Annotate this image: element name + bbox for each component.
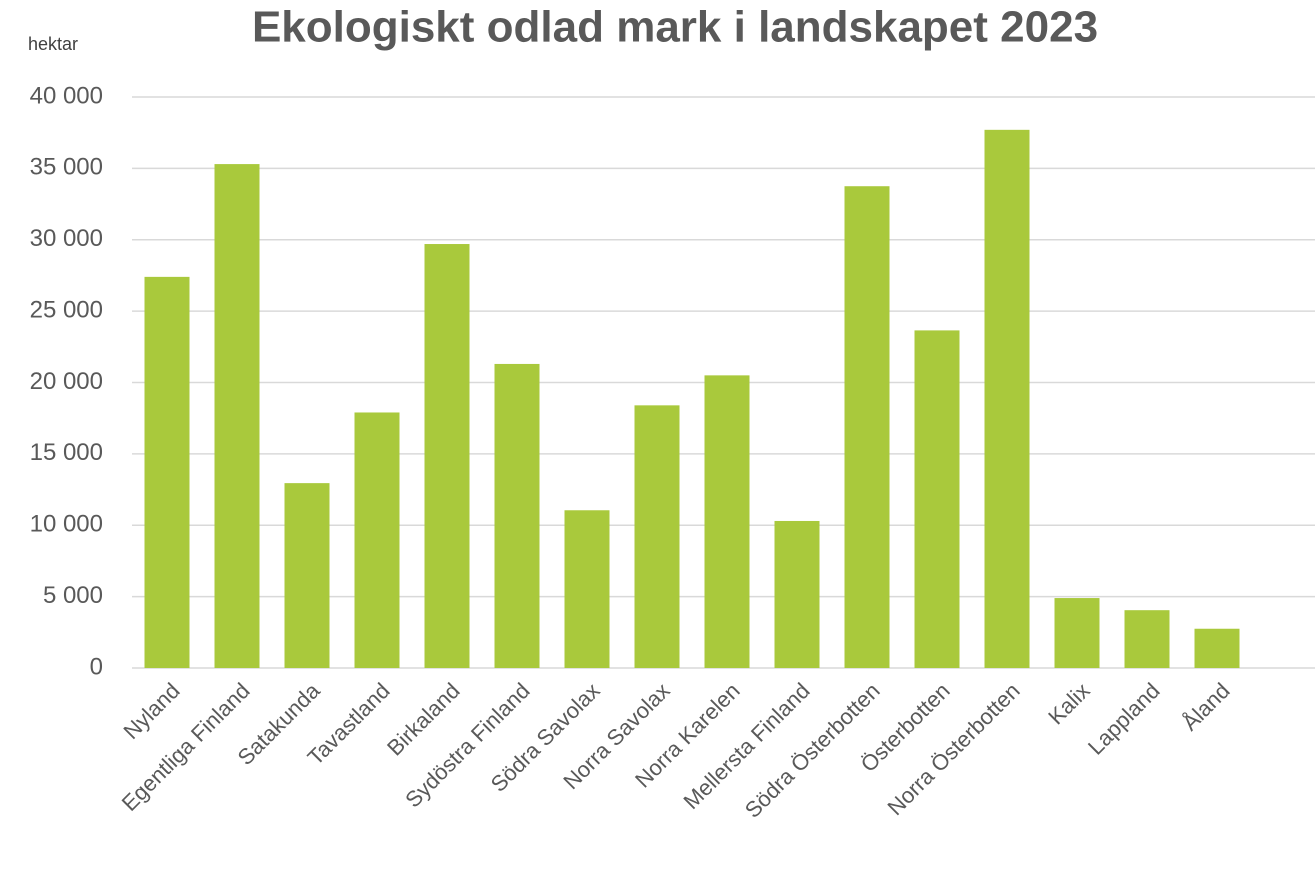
y-tick-label: 0	[90, 653, 103, 680]
y-tick-label: 40 000	[30, 82, 103, 109]
y-tick-label: 5 000	[43, 582, 103, 609]
bar	[144, 276, 190, 668]
y-tick-label: 25 000	[30, 296, 103, 323]
y-tick-label: 15 000	[30, 439, 103, 466]
x-tick-label: Åland	[1177, 678, 1234, 735]
bar	[354, 412, 400, 668]
bar	[214, 164, 260, 668]
y-tick-label: 10 000	[30, 511, 103, 538]
chart-title: Ekologiskt odlad mark i landskapet 2023	[252, 3, 1098, 52]
bar	[424, 244, 470, 668]
bar	[634, 405, 680, 668]
bar	[284, 483, 330, 668]
x-tick-label: Egentliga Finland	[117, 678, 255, 816]
x-tick-label: Sydöstra Finland	[400, 678, 534, 812]
y-tick-label: 30 000	[30, 225, 103, 252]
x-tick-label: Mellersta Finland	[679, 678, 815, 814]
bar	[564, 510, 610, 668]
y-tick-label: 20 000	[30, 368, 103, 395]
x-tick-label: Lappland	[1083, 678, 1165, 760]
bar	[914, 330, 960, 668]
bar	[1054, 598, 1100, 668]
bar	[984, 129, 1030, 668]
bar	[704, 375, 750, 668]
y-axis-label: hektar	[28, 34, 78, 54]
bar	[1194, 628, 1240, 668]
bar	[494, 363, 540, 668]
bar	[844, 186, 890, 668]
x-tick-label: Norra Österbotten	[882, 678, 1024, 820]
x-tick-label: Kalix	[1043, 678, 1094, 729]
x-tick-label: Södra Österbotten	[740, 678, 885, 823]
y-tick-label: 35 000	[30, 154, 103, 181]
bar	[774, 520, 820, 668]
x-tick-label: Nyland	[119, 678, 185, 744]
bar	[1124, 610, 1170, 668]
